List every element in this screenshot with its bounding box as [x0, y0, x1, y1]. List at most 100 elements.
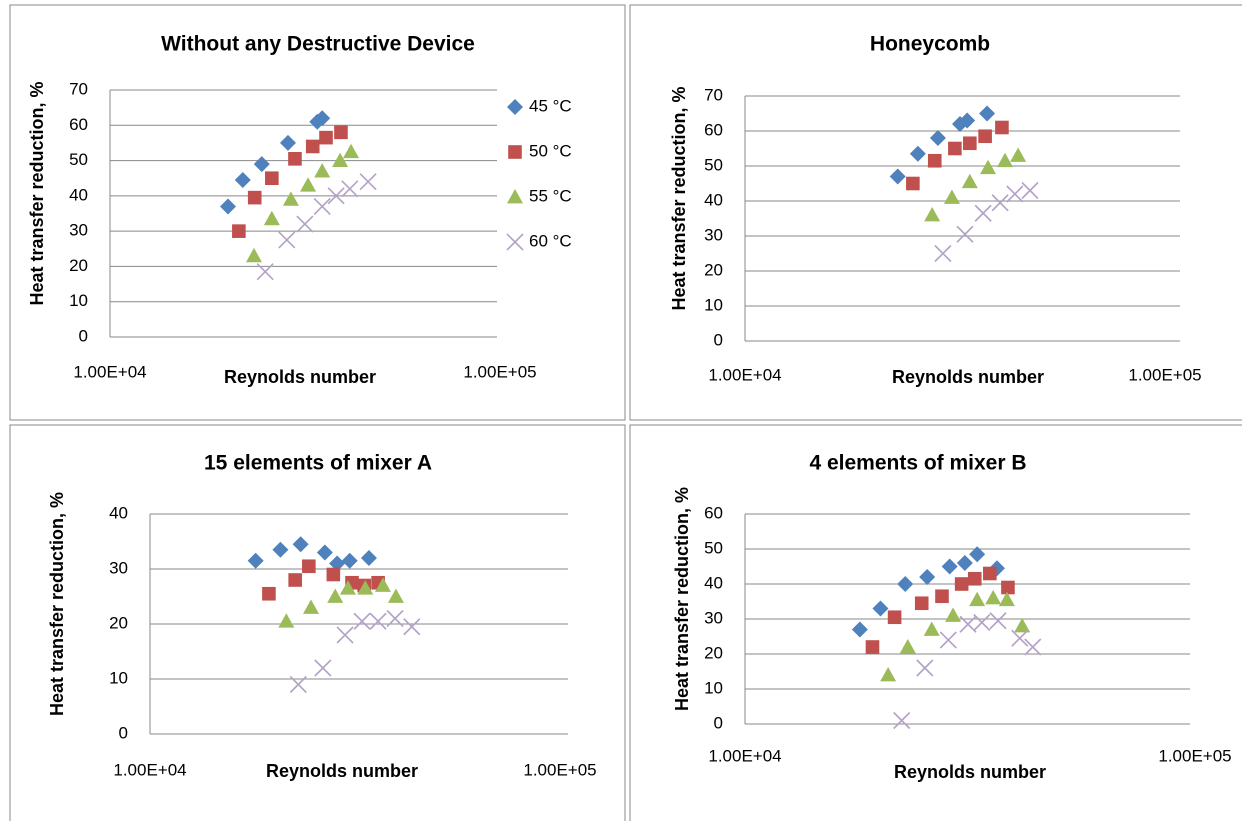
point	[978, 129, 992, 144]
point	[265, 171, 279, 186]
point	[359, 173, 377, 191]
y-tick-label: 50	[69, 150, 88, 169]
legend-marker	[507, 99, 523, 115]
y-tick-label: 20	[69, 256, 88, 275]
point	[1010, 147, 1027, 162]
point	[288, 573, 302, 587]
point	[314, 163, 331, 178]
y-tick-label: 10	[109, 668, 128, 687]
point	[339, 580, 356, 595]
point	[403, 618, 421, 636]
x-tick-label: 1.00E+05	[1128, 365, 1201, 384]
point	[851, 621, 868, 638]
y-tick-label: 10	[704, 295, 723, 314]
legend-label: 55 °C	[529, 186, 572, 205]
point	[935, 589, 949, 604]
point	[332, 152, 349, 167]
point	[256, 263, 274, 281]
point	[943, 189, 960, 204]
y-tick-label: 40	[69, 185, 88, 204]
legend-label: 45 °C	[529, 96, 572, 115]
point	[945, 607, 962, 622]
point	[357, 580, 374, 595]
x-axis-label: Reynolds number	[892, 367, 1044, 387]
chart-title: 4 elements of mixer B	[809, 452, 1026, 475]
point	[278, 231, 296, 249]
point	[305, 139, 320, 154]
point	[959, 615, 977, 633]
point	[314, 659, 332, 677]
x-axis-label: Reynolds number	[224, 367, 376, 387]
panel-frame	[629, 424, 1242, 821]
point	[979, 105, 996, 122]
point	[386, 609, 404, 628]
point	[948, 141, 962, 156]
chart-title: Without any Destructive Device	[161, 33, 475, 56]
y-tick-label: 60	[69, 115, 88, 134]
point	[1006, 185, 1024, 203]
legend-marker	[507, 189, 523, 204]
point	[906, 176, 920, 191]
point	[954, 577, 969, 591]
point	[934, 244, 952, 263]
point	[247, 190, 262, 205]
chart-title: 15 elements of mixer A	[204, 452, 432, 475]
point	[959, 112, 976, 129]
point	[1024, 638, 1042, 656]
y-tick-label: 70	[704, 85, 723, 104]
point	[969, 546, 986, 563]
panel-frame	[9, 4, 626, 421]
point	[941, 558, 958, 575]
panel-frame	[9, 424, 626, 821]
point	[334, 125, 348, 140]
point	[263, 210, 280, 226]
point	[939, 631, 957, 649]
point	[289, 675, 307, 694]
point	[919, 569, 936, 585]
point	[916, 659, 934, 677]
point	[973, 613, 991, 632]
point	[989, 612, 1007, 630]
point	[897, 576, 914, 592]
point	[319, 130, 333, 145]
point	[329, 555, 346, 572]
point	[1011, 629, 1029, 647]
y-tick-label: 50	[704, 155, 723, 174]
point	[956, 555, 973, 571]
point	[985, 590, 1002, 605]
point	[369, 612, 387, 630]
point	[991, 194, 1009, 212]
point	[336, 626, 354, 644]
y-tick-label: 30	[69, 221, 88, 240]
x-tick-label: 1.00E+05	[1158, 746, 1231, 765]
y-tick-label: 50	[704, 538, 723, 557]
point	[872, 600, 889, 617]
point	[314, 110, 331, 127]
y-tick-label: 70	[69, 79, 88, 98]
point	[288, 152, 302, 166]
point	[983, 566, 997, 581]
point	[997, 152, 1014, 168]
y-tick-label: 30	[109, 558, 128, 577]
point	[887, 610, 902, 625]
point	[272, 541, 289, 558]
point	[327, 187, 345, 205]
point	[929, 130, 946, 146]
y-tick-label: 40	[704, 190, 723, 209]
point	[360, 550, 377, 566]
x-tick-label: 1.00E+05	[523, 760, 596, 779]
point	[998, 591, 1015, 607]
y-tick-label: 10	[69, 291, 88, 310]
y-tick-label: 20	[704, 643, 723, 662]
y-tick-label: 30	[704, 608, 723, 627]
point	[234, 171, 251, 188]
point	[1001, 580, 1015, 595]
y-tick-label: 60	[704, 503, 723, 522]
x-tick-label: 1.00E+04	[113, 760, 186, 779]
point	[889, 168, 906, 185]
y-axis-label: Heat transfer reduction, %	[672, 487, 692, 711]
point	[387, 588, 404, 603]
point	[914, 596, 929, 611]
point	[899, 639, 916, 654]
point	[341, 552, 358, 569]
